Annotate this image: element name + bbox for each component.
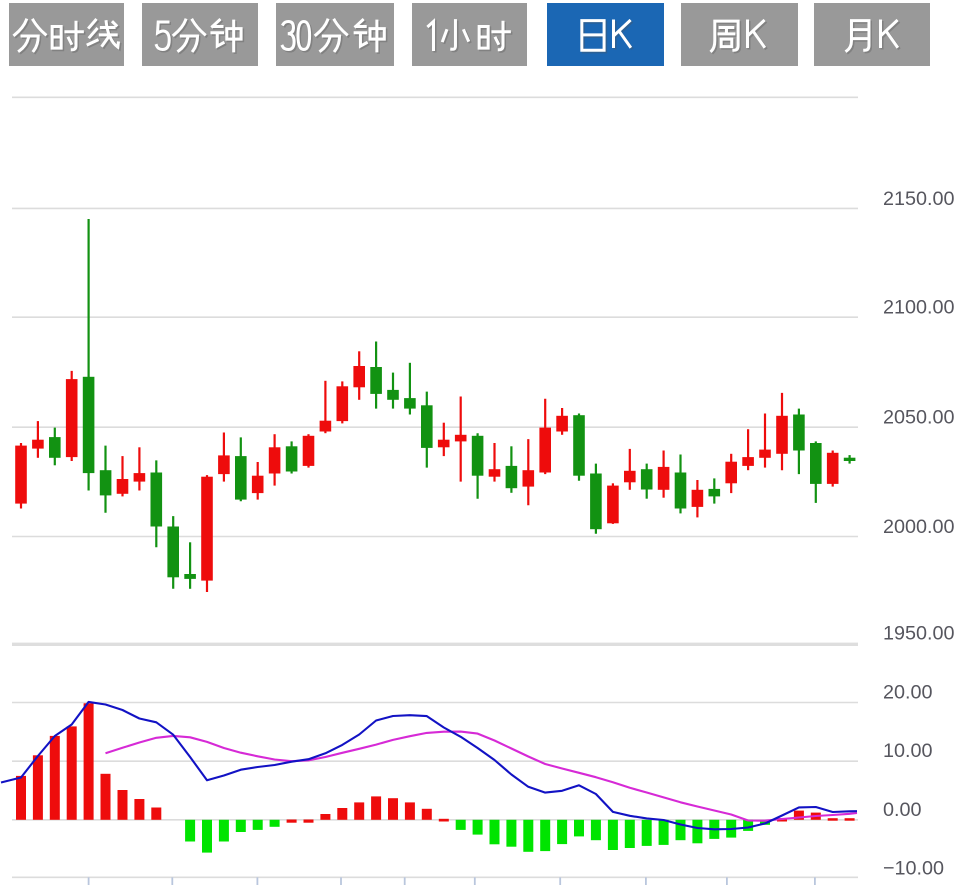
svg-text:2000.00: 2000.00 [883, 516, 955, 538]
svg-text:1950.00: 1950.00 [883, 623, 955, 645]
svg-text:−10.00: −10.00 [883, 858, 944, 880]
svg-text:10.00: 10.00 [883, 740, 933, 762]
svg-text:2100.00: 2100.00 [883, 297, 955, 319]
svg-text:0.00: 0.00 [883, 799, 922, 821]
svg-text:2050.00: 2050.00 [883, 407, 955, 429]
svg-text:2150.00: 2150.00 [883, 188, 955, 210]
svg-text:20.00: 20.00 [883, 681, 933, 703]
